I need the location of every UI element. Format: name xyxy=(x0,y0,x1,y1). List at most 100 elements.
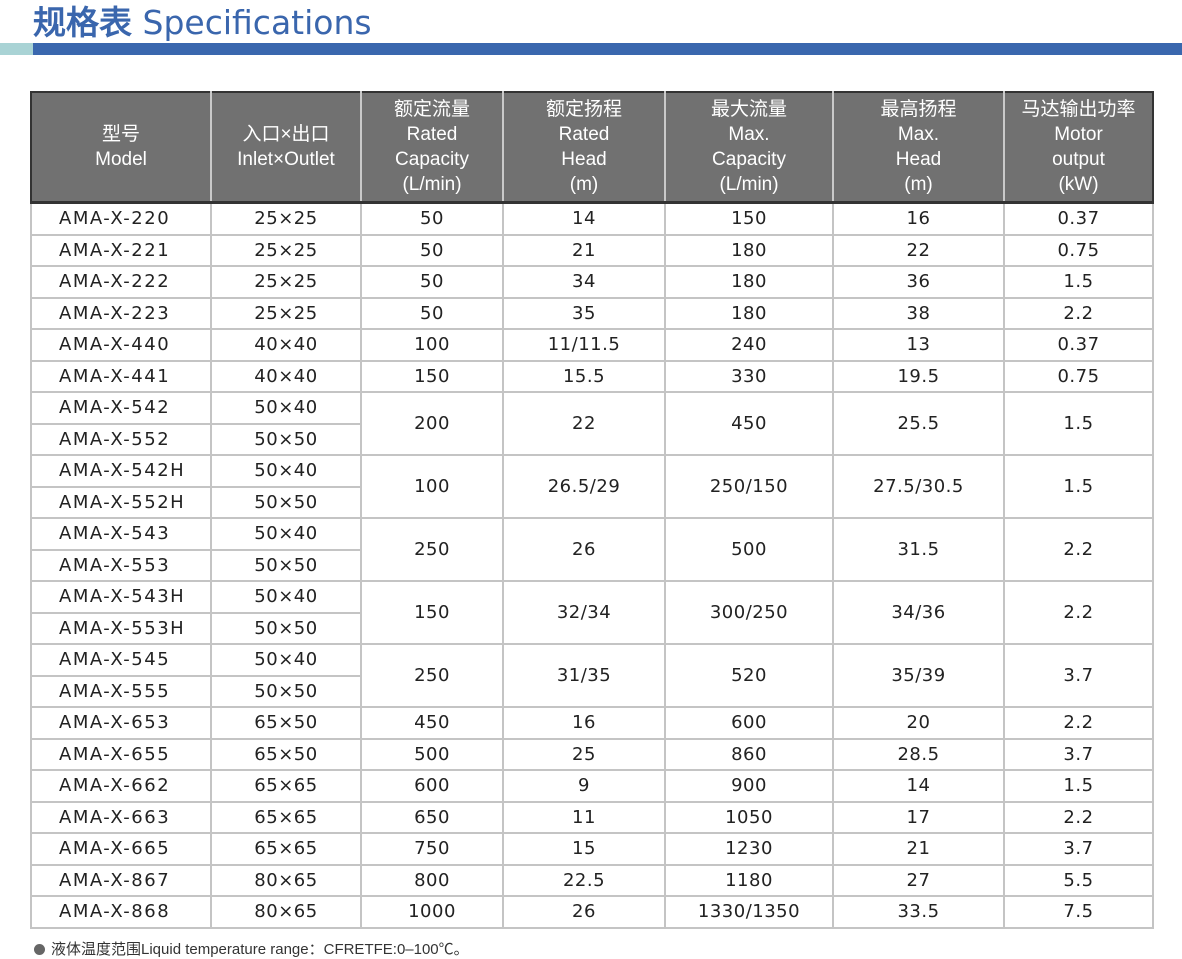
inlet-outlet-cell: 65×50 xyxy=(210,737,362,771)
header-line: Rated xyxy=(406,124,458,145)
value-cell: 38 xyxy=(832,296,1005,330)
value-cell: 0.37 xyxy=(1003,201,1154,236)
table-row: AMA-X-542H 50×40 100 26.5/29 250/150 27.5/30.… xyxy=(30,454,1154,519)
inlet-outlet-cell: 25×25 xyxy=(210,201,362,236)
value-cell: 1.5 xyxy=(1003,769,1154,803)
value-cell: 200 xyxy=(360,391,504,456)
model-cell: AMA-X-545 xyxy=(30,643,212,677)
table-row: AMA-X-223 25×25 50 35 180 38 2.2 xyxy=(30,296,1154,330)
inlet-outlet-cell: 50×50 xyxy=(210,611,362,645)
accent-bar xyxy=(0,43,33,55)
model-cell: AMA-X-867 xyxy=(30,863,212,897)
inlet-outlet-cell: 80×65 xyxy=(210,863,362,897)
title-cn: 规格表 xyxy=(33,3,132,42)
value-cell: 14 xyxy=(832,769,1005,803)
value-cell: 9 xyxy=(502,769,666,803)
header-line: 最高扬程 xyxy=(880,99,957,120)
inlet-outlet-cell: 50×40 xyxy=(210,580,362,614)
specifications-table: 型号 Model 入口×出口 Inlet×Outlet 额定流量 Rated Capacit… xyxy=(30,91,1154,929)
inlet-outlet-cell: 65×50 xyxy=(210,706,362,740)
inlet-outlet-cell: 50×50 xyxy=(210,548,362,582)
footnote: 液体温度范围Liquid temperature range：CFRETFE:0… xyxy=(34,938,469,959)
header-line: Inlet×Outlet xyxy=(237,149,335,170)
value-cell: 50 xyxy=(360,233,504,267)
model-cell: AMA-X-220 xyxy=(30,201,212,236)
value-cell: 1000 xyxy=(360,895,504,929)
table-row: AMA-X-221 25×25 50 21 180 22 0.75 xyxy=(30,233,1154,267)
model-cell: AMA-X-222 xyxy=(30,265,212,299)
value-cell: 26 xyxy=(502,517,666,582)
table-row: AMA-X-542 50×40 200 22 450 25.5 1.5 xyxy=(30,391,1154,456)
inlet-outlet-cell: 50×40 xyxy=(210,454,362,488)
value-cell: 240 xyxy=(664,328,834,362)
footnote-text: 液体温度范围Liquid temperature range：CFRETFE:0… xyxy=(51,941,469,958)
header-line: 额定流量 xyxy=(393,99,470,120)
value-cell: 180 xyxy=(664,296,834,330)
value-cell: 1230 xyxy=(664,832,834,866)
header-line: (L/min) xyxy=(719,174,779,195)
model-cell: AMA-X-543 xyxy=(30,517,212,551)
inlet-outlet-cell: 65×65 xyxy=(210,800,362,834)
value-cell: 16 xyxy=(832,201,1005,236)
value-cell: 22 xyxy=(502,391,666,456)
model-cell: AMA-X-552 xyxy=(30,422,212,456)
inlet-outlet-cell: 50×40 xyxy=(210,517,362,551)
table-row: AMA-X-440 40×40 100 11/11.5 240 13 0.37 xyxy=(30,328,1154,362)
header-line: 最大流量 xyxy=(710,99,787,120)
value-cell: 150 xyxy=(360,359,504,393)
value-cell: 1330/1350 xyxy=(664,895,834,929)
value-cell: 11/11.5 xyxy=(502,328,666,362)
value-cell: 33.5 xyxy=(832,895,1005,929)
table-row: AMA-X-662 65×65 600 9 900 14 1.5 xyxy=(30,769,1154,803)
model-cell: AMA-X-663 xyxy=(30,800,212,834)
model-cell: AMA-X-665 xyxy=(30,832,212,866)
value-cell: 250/150 xyxy=(664,454,834,519)
value-cell: 5.5 xyxy=(1003,863,1154,897)
value-cell: 35/39 xyxy=(832,643,1005,708)
model-cell: AMA-X-221 xyxy=(30,233,212,267)
table-row: AMA-X-553 50×50 xyxy=(30,548,1153,582)
value-cell: 11 xyxy=(502,800,666,834)
header-line: 入口×出口 xyxy=(242,124,330,145)
header-line: Capacity xyxy=(395,149,469,170)
value-cell: 1180 xyxy=(664,863,834,897)
model-cell: AMA-X-440 xyxy=(30,328,212,362)
value-cell: 150 xyxy=(360,580,504,645)
inlet-outlet-cell: 50×40 xyxy=(210,391,362,425)
header-line: (L/min) xyxy=(402,174,462,195)
column-header: 型号 Model xyxy=(30,91,212,204)
value-cell: 600 xyxy=(664,706,834,740)
value-cell: 22 xyxy=(832,233,1005,267)
bullet-icon xyxy=(34,944,45,955)
header-line: 型号 xyxy=(101,124,140,145)
value-cell: 19.5 xyxy=(832,359,1005,393)
inlet-outlet-cell: 65×65 xyxy=(210,832,362,866)
value-cell: 100 xyxy=(360,454,504,519)
value-cell: 35 xyxy=(502,296,666,330)
value-cell: 16 xyxy=(502,706,666,740)
value-cell: 50 xyxy=(360,296,504,330)
title-underline-bar xyxy=(33,43,1182,55)
value-cell: 2.2 xyxy=(1003,517,1154,582)
header-line: Head xyxy=(895,149,942,170)
value-cell: 300/250 xyxy=(664,580,834,645)
value-cell: 1.5 xyxy=(1003,454,1154,519)
value-cell: 31.5 xyxy=(832,517,1005,582)
model-cell: AMA-X-553H xyxy=(30,611,212,645)
value-cell: 900 xyxy=(664,769,834,803)
table-row: AMA-X-663 65×65 650 11 1050 17 2.2 xyxy=(30,800,1154,834)
header-line: output xyxy=(1052,149,1105,170)
value-cell: 31/35 xyxy=(502,643,666,708)
value-cell: 15.5 xyxy=(502,359,666,393)
table-row: AMA-X-222 25×25 50 34 180 36 1.5 xyxy=(30,265,1154,299)
column-header: 额定流量 Rated Capacity (L/min) xyxy=(360,91,504,204)
table-row: AMA-X-441 40×40 150 15.5 330 19.5 0.75 xyxy=(30,359,1154,393)
table-row: AMA-X-555 50×50 xyxy=(30,674,1153,708)
header-line: Capacity xyxy=(712,149,786,170)
model-cell: AMA-X-552H xyxy=(30,485,212,519)
header-line: Motor xyxy=(1054,124,1103,145)
column-header: 最大流量 Max. Capacity (L/min) xyxy=(664,91,834,204)
value-cell: 27.5/30.5 xyxy=(832,454,1005,519)
model-cell: AMA-X-653 xyxy=(30,706,212,740)
header-line: (m) xyxy=(569,174,599,195)
